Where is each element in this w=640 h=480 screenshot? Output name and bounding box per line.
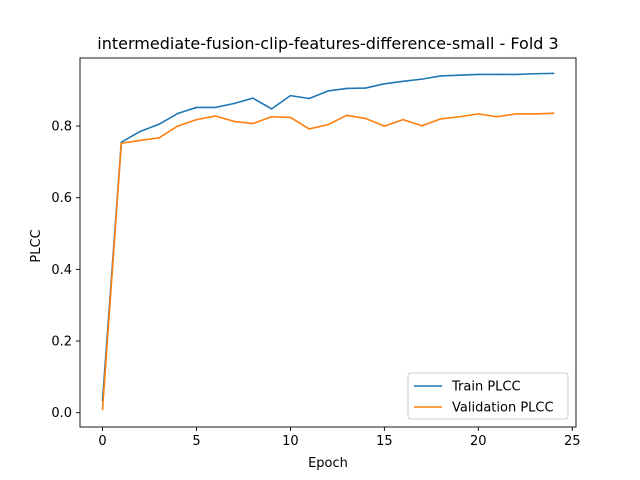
data-point (139, 139, 141, 142)
data-point (214, 115, 217, 117)
x-tick-label: 15 (376, 434, 393, 449)
data-point (176, 112, 179, 115)
x-axis-label: Epoch (308, 456, 348, 471)
data-point (158, 123, 160, 126)
data-point (195, 118, 198, 121)
x-tick-label: 25 (564, 434, 581, 449)
data-point (139, 130, 141, 133)
plot-area (101, 72, 555, 410)
x-tick-label: 20 (470, 434, 487, 449)
data-point (458, 74, 461, 76)
data-point (552, 72, 555, 75)
data-point (421, 124, 423, 127)
chart-title: intermediate-fusion-clip-features-differ… (97, 34, 558, 53)
y-tick-label: 0.4 (51, 263, 72, 278)
data-point (345, 114, 348, 117)
x-tick-label: 10 (282, 434, 299, 449)
data-point (327, 123, 329, 126)
data-point (308, 128, 311, 130)
data-point (233, 102, 235, 105)
data-point (552, 112, 555, 114)
data-point (214, 106, 217, 109)
x-tick-label: 0 (98, 434, 106, 449)
data-point (533, 113, 536, 115)
data-point (270, 108, 273, 110)
axes-frame (79, 57, 577, 428)
data-point (515, 73, 517, 76)
data-point (496, 115, 498, 118)
data-point (158, 137, 160, 139)
data-point (364, 87, 367, 89)
data-point (289, 94, 292, 97)
y-axis-label: PLCC (29, 229, 44, 262)
axes: 0 5 10 15 20 25 0.0 0.2 0.4 0.6 0.8 (51, 57, 581, 449)
data-point (289, 116, 292, 119)
y-tick-label: 0.0 (51, 406, 72, 421)
data-point (101, 408, 104, 410)
data-point (477, 113, 480, 115)
data-point (458, 115, 461, 118)
data-point (533, 72, 536, 75)
data-point (327, 90, 329, 92)
data-point (439, 118, 442, 120)
data-point (308, 97, 311, 100)
data-point (176, 125, 179, 127)
data-point (364, 117, 367, 120)
data-point (120, 142, 123, 145)
data-point (421, 78, 423, 80)
data-point (383, 82, 386, 85)
data-point (252, 122, 254, 125)
legend-box (407, 372, 569, 420)
data-point (402, 118, 404, 121)
legend-label: Train PLCC (451, 380, 521, 395)
legend-label: Validation PLCC (452, 401, 554, 416)
data-point (439, 75, 442, 77)
data-point (383, 125, 386, 127)
data-point (195, 106, 198, 109)
data-point (477, 73, 480, 76)
y-tick-label: 0.8 (51, 120, 72, 135)
data-point (252, 97, 254, 99)
data-point (270, 115, 273, 118)
data-point (402, 80, 404, 83)
data-point (496, 73, 498, 76)
x-tick-label: 5 (192, 434, 200, 449)
data-point (233, 120, 235, 123)
data-point (345, 87, 348, 90)
legend: Train PLCC Validation PLCC (407, 372, 569, 420)
y-tick-label: 0.2 (51, 335, 72, 350)
y-tick-label: 0.6 (51, 191, 72, 206)
data-point (515, 113, 517, 115)
